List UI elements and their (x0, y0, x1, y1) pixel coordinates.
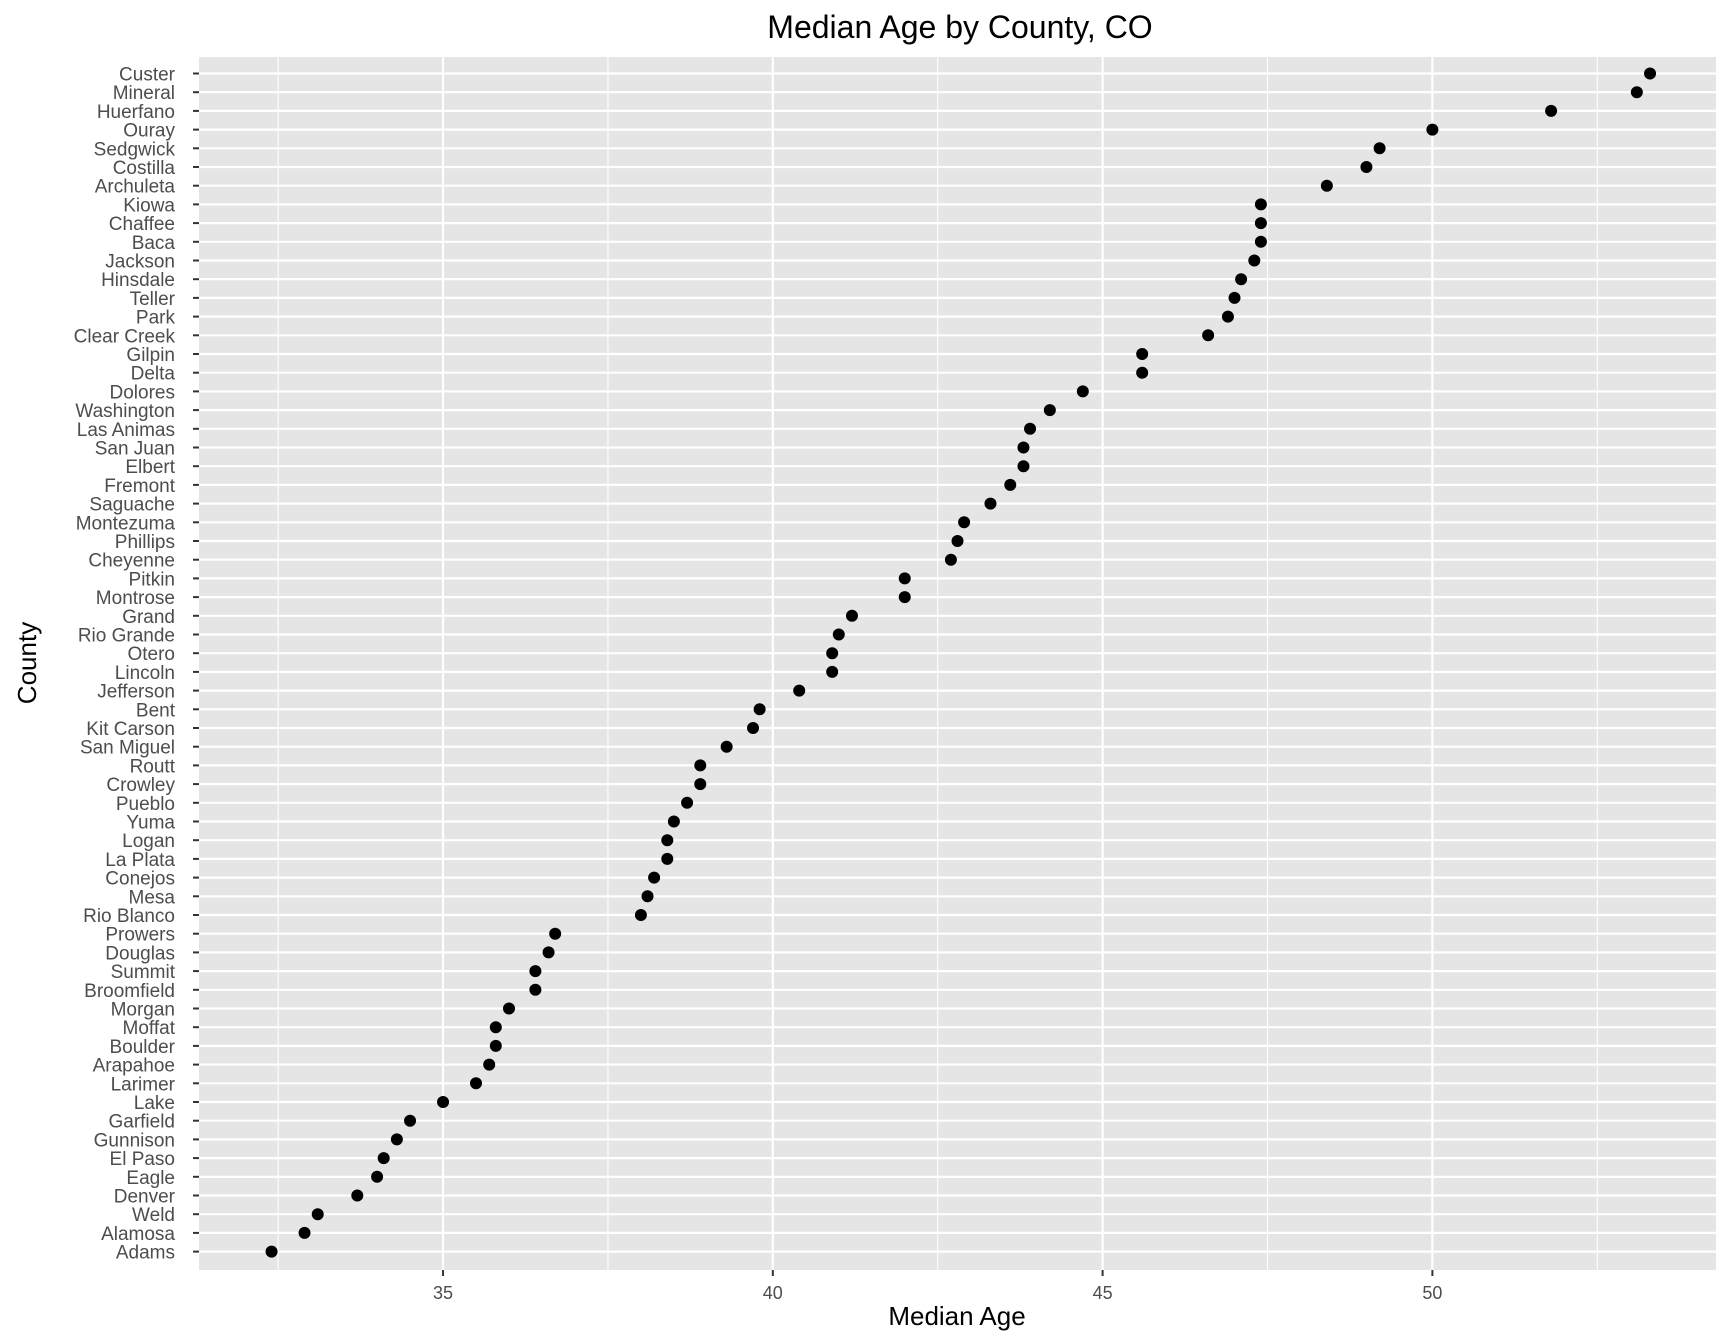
data-point (984, 498, 996, 510)
x-axis-title: Median Age (888, 1301, 1025, 1331)
y-axis-title: County (12, 622, 42, 704)
x-tick-label: 40 (763, 1283, 783, 1303)
y-axis-tick-labels: CusterMineralHuerfanoOuraySedgwickCostil… (74, 65, 176, 1264)
data-point (371, 1171, 383, 1183)
data-point (833, 629, 845, 641)
data-point (754, 703, 766, 715)
data-point (483, 1059, 495, 1071)
data-point (661, 853, 673, 865)
data-point (543, 946, 555, 958)
data-point (694, 759, 706, 771)
data-point (1255, 198, 1267, 210)
x-axis-ticks (443, 1270, 1432, 1276)
data-point (1044, 404, 1056, 416)
data-point (299, 1227, 311, 1239)
x-axis-tick-labels: 35 40 45 50 (433, 1283, 1442, 1303)
data-point (846, 610, 858, 622)
data-point (1426, 124, 1438, 136)
data-point (1255, 236, 1267, 248)
data-point (648, 872, 660, 884)
data-point (1017, 460, 1029, 472)
data-point (490, 1021, 502, 1033)
data-point (529, 984, 541, 996)
chart-title: Median Age by County, CO (767, 9, 1152, 45)
data-point (793, 685, 805, 697)
x-tick-label: 35 (433, 1283, 453, 1303)
data-point (635, 909, 647, 921)
data-point (351, 1190, 363, 1202)
data-point (1004, 479, 1016, 491)
data-point (681, 797, 693, 809)
data-point (312, 1208, 324, 1220)
data-point (1235, 273, 1247, 285)
data-point (945, 554, 957, 566)
data-point (437, 1096, 449, 1108)
data-point (1024, 423, 1036, 435)
data-point (899, 572, 911, 584)
data-point (470, 1077, 482, 1089)
data-point (661, 834, 673, 846)
data-point (694, 778, 706, 790)
data-point (1136, 367, 1148, 379)
data-point (721, 741, 733, 753)
data-point (1360, 161, 1372, 173)
plot-panel (199, 57, 1716, 1270)
data-point (1374, 142, 1386, 154)
data-point (378, 1152, 390, 1164)
x-tick-label: 50 (1422, 1283, 1442, 1303)
county-label: Adams (116, 1243, 175, 1264)
data-point (642, 890, 654, 902)
data-point (1321, 180, 1333, 192)
data-point (1229, 292, 1241, 304)
data-point (1545, 105, 1557, 117)
data-point (391, 1133, 403, 1145)
x-tick-label: 45 (1093, 1283, 1113, 1303)
data-point (1202, 329, 1214, 341)
data-point (1077, 385, 1089, 397)
data-point (503, 1003, 515, 1015)
data-point (529, 965, 541, 977)
data-point (1255, 217, 1267, 229)
data-point (826, 666, 838, 678)
data-point (1248, 255, 1260, 267)
data-point (1644, 68, 1656, 80)
data-point (958, 516, 970, 528)
data-point (899, 591, 911, 603)
data-point (1017, 442, 1029, 454)
data-point (747, 722, 759, 734)
data-point (826, 647, 838, 659)
data-point (549, 928, 561, 940)
data-point (1631, 86, 1643, 98)
data-point (1222, 311, 1234, 323)
data-point (404, 1115, 416, 1127)
data-point (668, 816, 680, 828)
data-point (952, 535, 964, 547)
data-point (1136, 348, 1148, 360)
data-point (490, 1040, 502, 1052)
data-point (266, 1246, 278, 1258)
y-axis-ticks (193, 74, 199, 1252)
